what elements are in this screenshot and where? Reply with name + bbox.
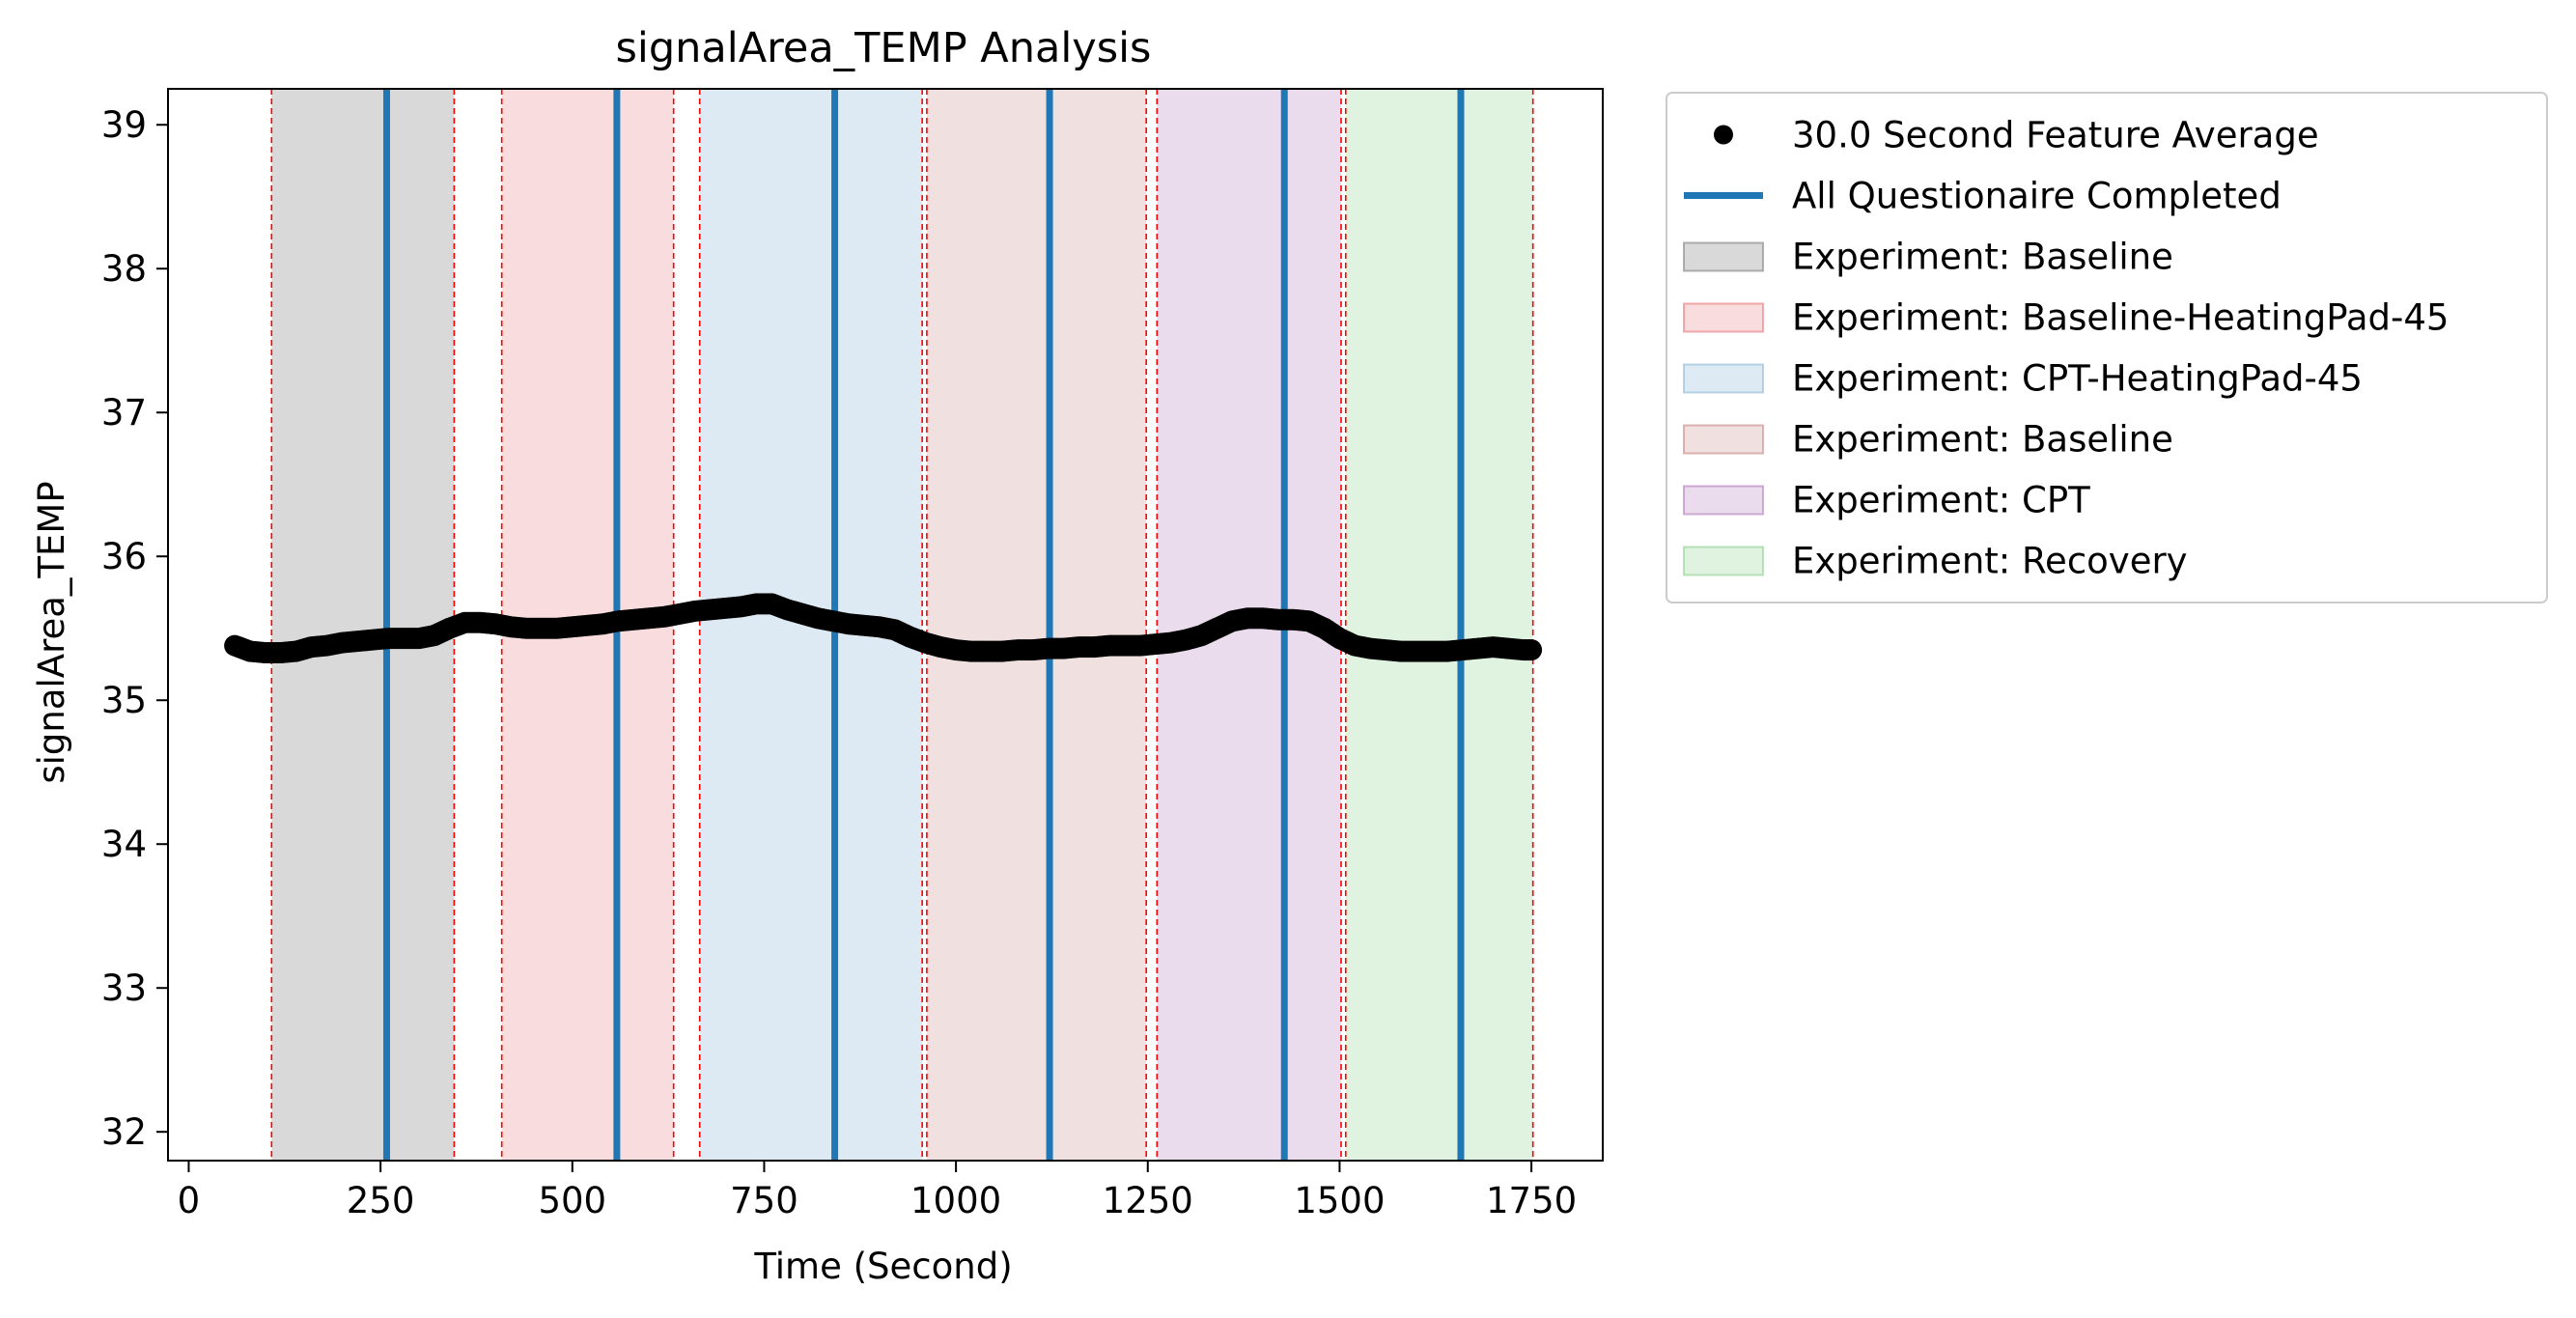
x-tick-label: 500 (538, 1180, 606, 1221)
legend-swatch-region-3 (1683, 363, 1764, 394)
legend-label: Experiment: Recovery (1792, 541, 2188, 582)
x-tick-label: 1500 (1294, 1180, 1385, 1221)
region-1 (271, 89, 455, 1161)
y-tick-label: 36 (101, 536, 147, 577)
feature-point-fill (1519, 639, 1541, 661)
x-axis-label: Time (Second) (753, 1246, 1012, 1287)
legend-box (1666, 92, 2548, 603)
plot-frame (167, 88, 1604, 1162)
chart-title: signalArea_TEMP Analysis (616, 24, 1152, 72)
legend-label: Experiment: Baseline-HeatingPad-45 (1792, 297, 2449, 339)
y-tick-label: 35 (101, 680, 147, 721)
legend-label: Experiment: CPT (1792, 480, 2090, 521)
y-tick-label: 34 (101, 824, 147, 865)
y-tick-label: 39 (101, 104, 147, 146)
y-tick-label: 37 (101, 392, 147, 434)
region-6 (1345, 89, 1533, 1161)
legend-swatch-region-2 (1683, 302, 1764, 333)
legend-label: All Questionaire Completed (1792, 176, 2282, 217)
legend-label: 30.0 Second Feature Average (1792, 115, 2319, 156)
legend-label: Experiment: CPT-HeatingPad-45 (1792, 358, 2363, 400)
y-axis-label: signalArea_TEMP (31, 481, 72, 783)
y-axis-ticks: 32 33 34 35 36 37 38 39 (101, 104, 168, 1153)
legend-label: Experiment: Baseline (1792, 419, 2173, 461)
region-4 (926, 89, 1147, 1161)
x-tick-label: 250 (347, 1180, 415, 1221)
y-tick-label: 38 (101, 248, 147, 290)
x-tick-label: 1750 (1486, 1180, 1577, 1221)
legend-swatch-region-5 (1683, 485, 1764, 516)
legend-marker-feature-average (1714, 125, 1733, 145)
legend-swatch-region-6 (1683, 546, 1764, 576)
legend-label: Experiment: Baseline (1792, 237, 2173, 278)
legend: 30.0 Second Feature Average All Questiona… (1666, 92, 2548, 603)
x-tick-label: 750 (730, 1180, 798, 1221)
feature-average-points-layer (224, 593, 1543, 664)
y-tick-label: 32 (101, 1111, 147, 1153)
x-tick-label: 1250 (1103, 1180, 1193, 1221)
x-tick-label: 1000 (910, 1180, 1001, 1221)
legend-swatch-region-1 (1683, 241, 1764, 272)
x-tick-label: 0 (178, 1180, 201, 1221)
x-axis-ticks: 0 250 500 750 1000 1250 1500 1750 (178, 1161, 1577, 1221)
y-tick-label: 33 (101, 967, 147, 1009)
legend-swatch-region-4 (1683, 424, 1764, 455)
